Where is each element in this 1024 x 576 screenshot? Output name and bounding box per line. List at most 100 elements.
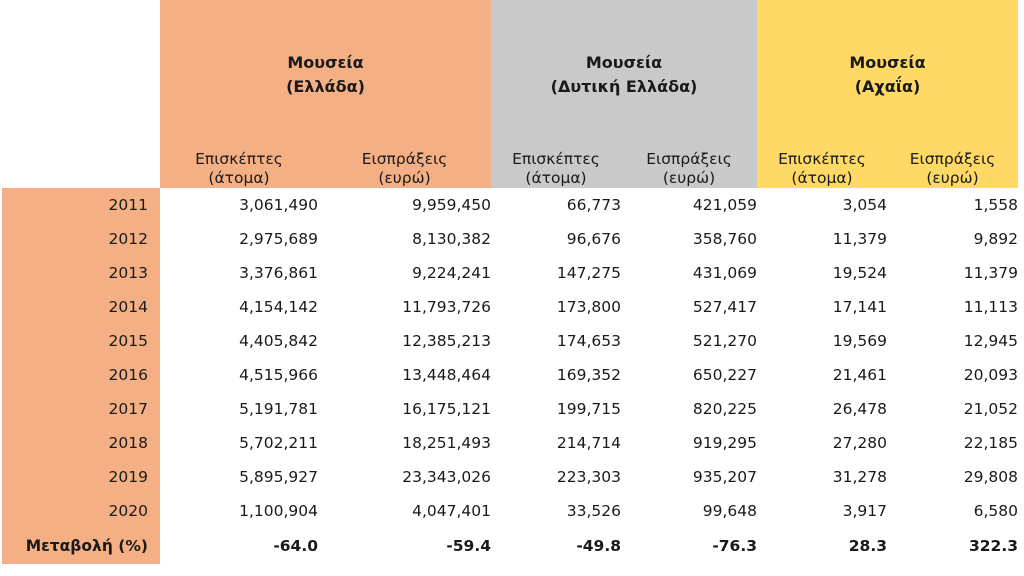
value-cell: 214,714 (556, 434, 621, 452)
change-value-cell: 28.3 (848, 537, 887, 555)
group-header-achaia: Μουσεία (Αχαΐα) (757, 0, 1018, 150)
value-cell: 29,808 (963, 468, 1018, 486)
year-cell: 2013 (2, 256, 160, 290)
year-cell: 2016 (2, 358, 160, 392)
value-cell: 13,448,464 (402, 366, 491, 384)
value-cell: 12,385,213 (402, 332, 491, 350)
change-label: Μεταβολή (%) (2, 528, 160, 564)
value-cell: 4,154,142 (239, 298, 318, 316)
value-cell: 26,478 (832, 400, 887, 418)
value-cell: 3,061,490 (239, 196, 318, 214)
value-cell: 1,558 (973, 196, 1018, 214)
sub-header-row: Επισκέπτες (άτομα) Εισπράξεις (ευρώ) Επι… (2, 150, 1018, 188)
value-cell: 12,945 (963, 332, 1018, 350)
value-cell: 20,093 (963, 366, 1018, 384)
value-cell: 223,303 (556, 468, 621, 486)
group-subtitle: (Ελλάδα) (286, 77, 365, 96)
value-cell: 96,676 (566, 230, 621, 248)
value-cell: 3,054 (842, 196, 887, 214)
value-cell: 27,280 (832, 434, 887, 452)
value-cell: 3,917 (842, 502, 887, 520)
value-cell: 9,224,241 (412, 264, 491, 282)
value-cell: 11,793,726 (402, 298, 491, 316)
year-cell: 2011 (2, 188, 160, 222)
value-cell: 3,376,861 (239, 264, 318, 282)
value-cell: 174,653 (556, 332, 621, 350)
table-row: 2017 5,191,781 16,175,121 199,715 820,225 26,… (2, 392, 1018, 426)
subheader-visitors: Επισκέπτες (άτομα) (160, 150, 318, 188)
value-cell: 358,760 (692, 230, 757, 248)
value-cell: 19,524 (832, 264, 887, 282)
table-body: 2011 3,061,490 9,959,450 66,773 421,059 3,054… (2, 188, 1018, 564)
subheader-unit: (ευρώ) (926, 169, 979, 187)
table-row: 2018 5,702,211 18,251,493 214,714 919,295 27,… (2, 426, 1018, 460)
value-cell: 919,295 (692, 434, 757, 452)
value-cell: 9,892 (973, 230, 1018, 248)
subheader-unit: (ευρώ) (378, 169, 431, 187)
table-row: 2020 1,100,904 4,047,401 33,526 99,648 3,917 6… (2, 494, 1018, 528)
group-header-west-greece: Μουσεία (Δυτική Ελλάδα) (491, 0, 757, 150)
table-row: 2014 4,154,142 11,793,726 173,800 527,417 17,… (2, 290, 1018, 324)
value-cell: 31,278 (832, 468, 887, 486)
value-cell: 527,417 (692, 298, 757, 316)
subheader-visitors: Επισκέπτες (άτομα) (757, 150, 887, 188)
value-cell: 169,352 (556, 366, 621, 384)
value-cell: 1,100,904 (239, 502, 318, 520)
value-cell: 4,515,966 (239, 366, 318, 384)
subheader-unit: (άτομα) (791, 169, 853, 187)
value-cell: 421,059 (692, 196, 757, 214)
value-cell: 6,580 (973, 502, 1018, 520)
value-cell: 66,773 (566, 196, 621, 214)
subheader-revenue: Εισπράξεις (ευρώ) (887, 150, 1018, 188)
table-row: 2016 4,515,966 13,448,464 169,352 650,227 21,… (2, 358, 1018, 392)
value-cell: 147,275 (556, 264, 621, 282)
corner-cell (2, 0, 160, 188)
year-cell: 2020 (2, 494, 160, 528)
subheader-line: Επισκέπτες (195, 150, 283, 168)
value-cell: 4,405,842 (239, 332, 318, 350)
table-row: 2015 4,405,842 12,385,213 174,653 521,270 19,… (2, 324, 1018, 358)
group-title: Μουσεία (585, 53, 663, 72)
year-cell: 2017 (2, 392, 160, 426)
subheader-line: Επισκέπτες (512, 150, 600, 168)
group-header-row: Μουσεία (Ελλάδα) Μουσεία (Δυτική Ελλάδα)… (2, 0, 1018, 188)
year-cell: 2014 (2, 290, 160, 324)
value-cell: 5,702,211 (239, 434, 318, 452)
value-cell: 2,975,689 (239, 230, 318, 248)
value-cell: 23,343,026 (402, 468, 491, 486)
change-value-cell: -49.8 (576, 537, 621, 555)
value-cell: 99,648 (702, 502, 757, 520)
group-subtitle: (Αχαΐα) (854, 77, 921, 96)
change-row: Μεταβολή (%) -64.0 -59.4 -49.8 -76.3 28.3 322.… (2, 528, 1018, 564)
table-row: 2011 3,061,490 9,959,450 66,773 421,059 3,054… (2, 188, 1018, 222)
subheader-revenue: Εισπράξεις (ευρώ) (318, 150, 491, 188)
year-cell: 2018 (2, 426, 160, 460)
value-cell: 935,207 (692, 468, 757, 486)
value-cell: 199,715 (556, 400, 621, 418)
value-cell: 9,959,450 (412, 196, 491, 214)
year-cell: 2019 (2, 460, 160, 494)
value-cell: 5,895,927 (239, 468, 318, 486)
value-cell: 431,069 (692, 264, 757, 282)
table-row: 2019 5,895,927 23,343,026 223,303 935,207 31,… (2, 460, 1018, 494)
value-cell: 4,047,401 (412, 502, 491, 520)
value-cell: 16,175,121 (402, 400, 491, 418)
year-cell: 2015 (2, 324, 160, 358)
value-cell: 820,225 (692, 400, 757, 418)
table-row: 2012 2,975,689 8,130,382 96,676 358,760 11,37… (2, 222, 1018, 256)
value-cell: 521,270 (692, 332, 757, 350)
value-cell: 21,461 (832, 366, 887, 384)
change-value-cell: 322.3 (968, 537, 1018, 555)
group-header-greece: Μουσεία (Ελλάδα) (160, 0, 491, 150)
subheader-unit: (άτομα) (525, 169, 587, 187)
subheader-line: Εισπράξεις (361, 150, 448, 168)
change-value-cell: -76.3 (712, 537, 757, 555)
value-cell: 18,251,493 (402, 434, 491, 452)
year-cell: 2012 (2, 222, 160, 256)
value-cell: 5,191,781 (239, 400, 318, 418)
value-cell: 19,569 (832, 332, 887, 350)
group-title: Μουσεία (849, 53, 926, 72)
value-cell: 11,379 (963, 264, 1018, 282)
subheader-unit: (άτομα) (208, 169, 270, 187)
